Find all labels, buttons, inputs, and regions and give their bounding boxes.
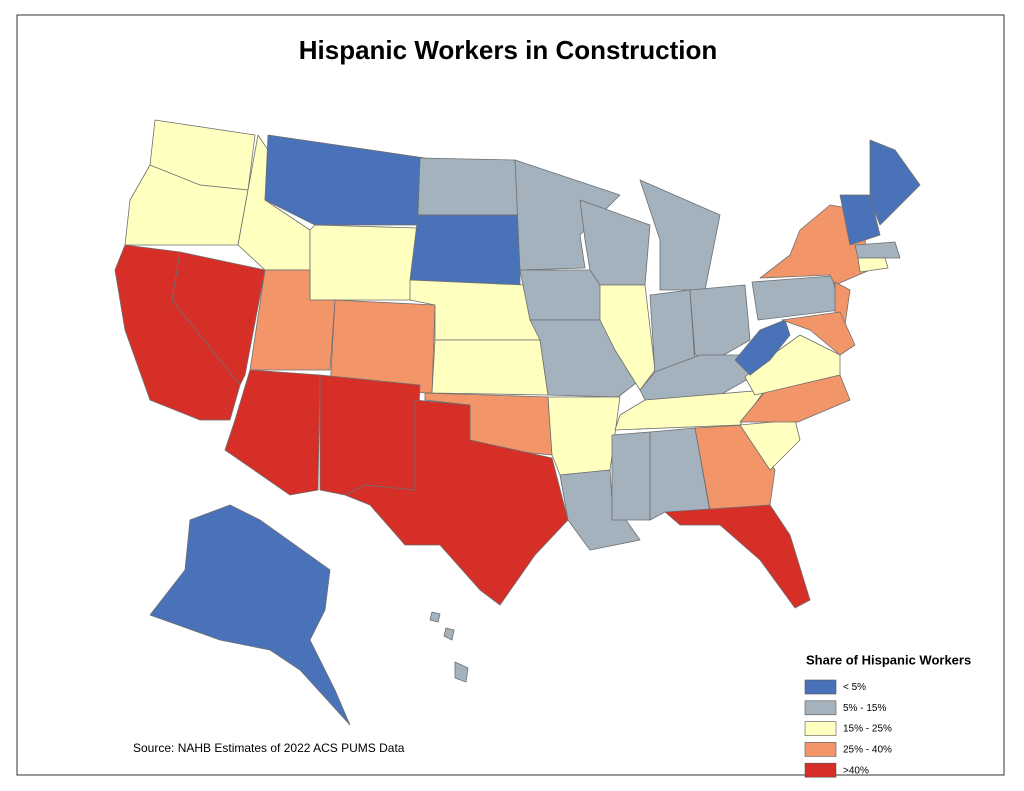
source-note: Source: NAHB Estimates of 2022 ACS PUMS … <box>133 741 405 755</box>
state <box>344 399 569 606</box>
state <box>514 159 621 271</box>
legend-swatch <box>804 679 837 695</box>
legend-label: >40% <box>843 765 869 776</box>
state <box>611 431 651 521</box>
state <box>409 214 521 286</box>
state <box>149 504 351 726</box>
legend-swatch <box>804 762 837 778</box>
state <box>857 257 889 273</box>
state <box>454 661 469 683</box>
state <box>781 311 856 356</box>
legend-label: 5% - 15% <box>843 703 886 714</box>
state <box>417 157 521 216</box>
state <box>431 339 549 396</box>
state <box>547 396 621 476</box>
state <box>689 284 751 361</box>
legend-title: Share of Hispanic Workers <box>806 652 971 667</box>
state <box>443 627 455 641</box>
legend-label: 25% - 40% <box>843 745 892 756</box>
legend-label: 15% - 25% <box>843 724 892 735</box>
state <box>309 224 419 301</box>
states <box>114 119 921 726</box>
legend-label: < 5% <box>843 682 866 693</box>
legend-swatch <box>804 721 837 736</box>
state <box>739 374 851 423</box>
state <box>664 504 811 609</box>
state <box>854 241 901 259</box>
state <box>734 319 791 376</box>
state <box>839 194 881 246</box>
legend-swatch <box>804 700 837 716</box>
state <box>869 139 921 226</box>
state <box>319 374 421 496</box>
state <box>559 469 641 551</box>
state <box>171 251 266 386</box>
map-title: Hispanic Workers in Construction <box>299 35 717 65</box>
state <box>429 611 441 623</box>
legend-swatch <box>804 742 837 757</box>
legend: < 5% 5% - 15% 15% - 25% 25% - 40% >40% <box>804 679 892 778</box>
state <box>639 179 721 291</box>
state <box>264 134 426 226</box>
